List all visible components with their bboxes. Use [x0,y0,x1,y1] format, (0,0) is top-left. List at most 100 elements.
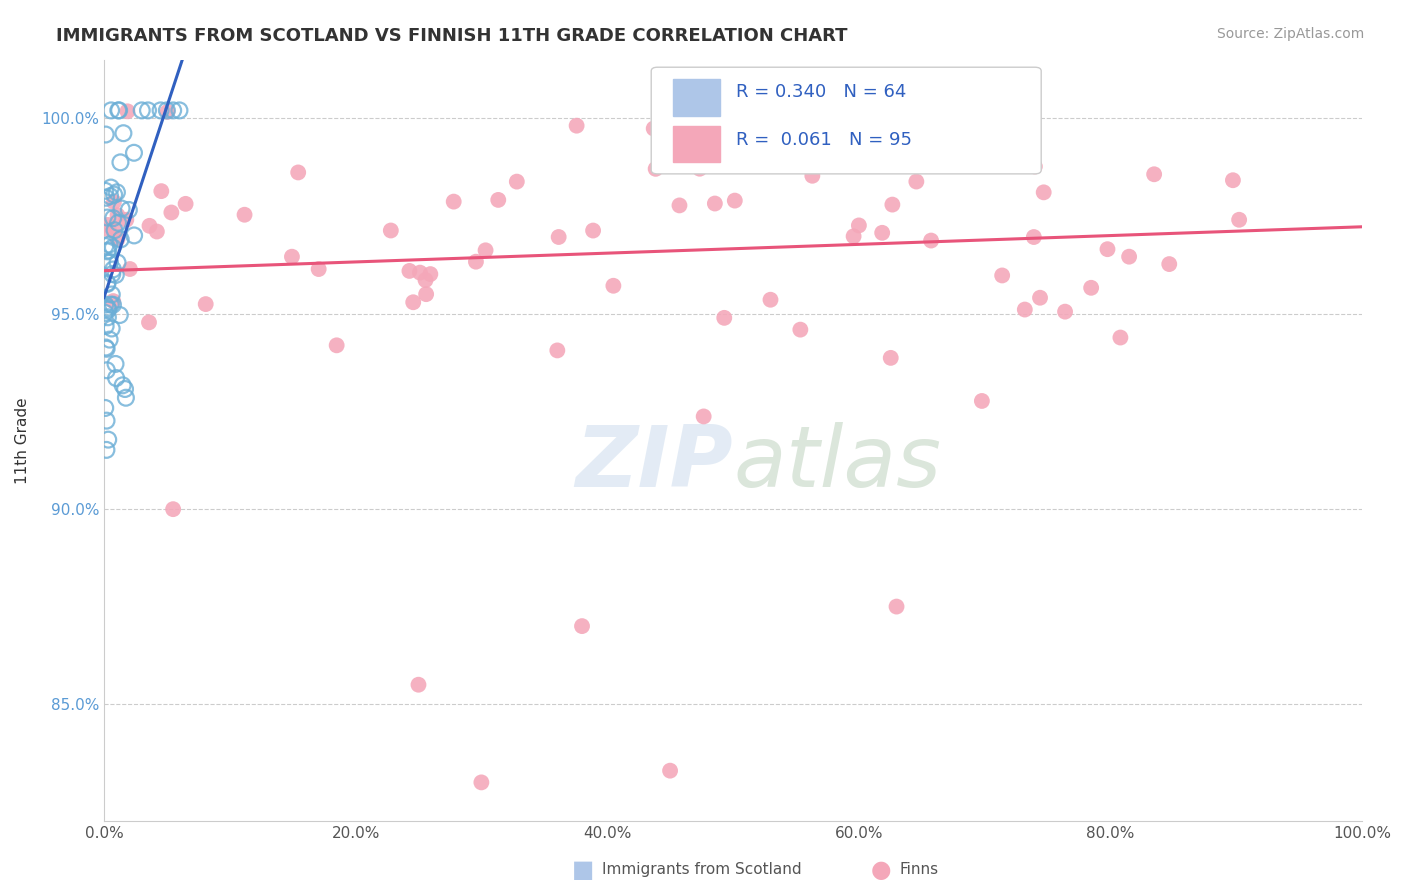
Finns [1019,103,1042,118]
Immigrants from Scotland [110,232,132,246]
Immigrants from Scotland [97,301,120,315]
Immigrants from Scotland [162,103,184,118]
Immigrants from Scotland [101,287,124,301]
Immigrants from Scotland [96,442,118,457]
Immigrants from Scotland [103,223,125,237]
Finns [308,262,330,277]
Finns [162,502,184,516]
Finns [789,323,811,337]
Immigrants from Scotland [110,155,132,169]
Immigrants from Scotland [136,103,159,118]
Finns [402,295,425,310]
Finns [506,175,529,189]
Finns [174,197,197,211]
Immigrants from Scotland [100,103,122,118]
Immigrants from Scotland [98,256,121,270]
Immigrants from Scotland [111,378,134,392]
Finns [582,223,605,237]
Immigrants from Scotland [94,297,117,311]
Finns [1015,136,1038,151]
Finns [866,149,889,163]
Immigrants from Scotland [97,302,120,317]
Text: ■: ■ [572,858,595,881]
Finns [97,222,120,236]
Immigrants from Scotland [107,216,129,230]
Finns [419,267,441,281]
Finns [415,287,437,301]
Finns [659,764,682,778]
Text: Finns: Finns [900,863,939,877]
Immigrants from Scotland [98,255,121,269]
Finns [486,193,509,207]
Finns [281,250,304,264]
Finns [1054,304,1077,318]
Finns [886,599,908,614]
Text: atlas: atlas [733,422,941,505]
Immigrants from Scotland [114,382,136,396]
Finns [905,175,928,189]
Immigrants from Scotland [100,321,122,335]
Immigrants from Scotland [103,187,125,202]
Immigrants from Scotland [100,180,122,194]
Finns [1097,242,1119,256]
Immigrants from Scotland [94,319,117,334]
Immigrants from Scotland [122,228,145,243]
Immigrants from Scotland [101,298,124,312]
Finns [97,218,120,232]
Bar [672,79,720,116]
Immigrants from Scotland [94,341,117,355]
Finns [546,343,568,358]
Finns [398,264,420,278]
Immigrants from Scotland [97,244,120,258]
Finns [409,266,432,280]
Immigrants from Scotland [108,308,131,322]
Immigrants from Scotland [169,103,191,118]
Immigrants from Scotland [104,357,127,371]
Finns [882,197,904,211]
Finns [820,128,842,142]
Finns [115,212,138,227]
Immigrants from Scotland [118,202,141,217]
Immigrants from Scotland [112,126,135,140]
Immigrants from Scotland [149,103,172,118]
Finns [707,152,730,166]
Finns [970,394,993,409]
Immigrants from Scotland [108,103,131,118]
Finns [848,103,870,118]
Immigrants from Scotland [122,145,145,160]
Text: ●: ● [872,858,891,881]
Finns [1143,167,1166,181]
Immigrants from Scotland [107,255,129,269]
Finns [565,119,588,133]
Immigrants from Scotland [97,310,120,325]
Immigrants from Scotland [98,237,121,252]
Text: R = 0.340   N = 64: R = 0.340 N = 64 [735,83,905,101]
Finns [801,169,824,183]
Finns [848,219,870,233]
Finns [920,234,942,248]
Text: Immigrants from Scotland: Immigrants from Scotland [602,863,801,877]
Finns [1032,186,1054,200]
Finns [415,273,437,287]
Finns [547,230,569,244]
Immigrants from Scotland [96,414,118,428]
Finns [808,158,831,172]
Finns [146,225,169,239]
Immigrants from Scotland [101,211,124,226]
Finns [713,310,735,325]
Immigrants from Scotland [96,342,118,356]
Finns [571,619,593,633]
Immigrants from Scotland [131,103,153,118]
Finns [194,297,217,311]
Finns [138,219,160,233]
Finns [117,104,139,119]
Immigrants from Scotland [110,202,132,216]
Bar [672,126,720,162]
Immigrants from Scotland [156,103,179,118]
Immigrants from Scotland [97,433,120,447]
Immigrants from Scotland [96,276,118,290]
Finns [1118,250,1140,264]
Finns [644,161,666,176]
Finns [835,145,858,160]
Immigrants from Scotland [94,128,117,142]
